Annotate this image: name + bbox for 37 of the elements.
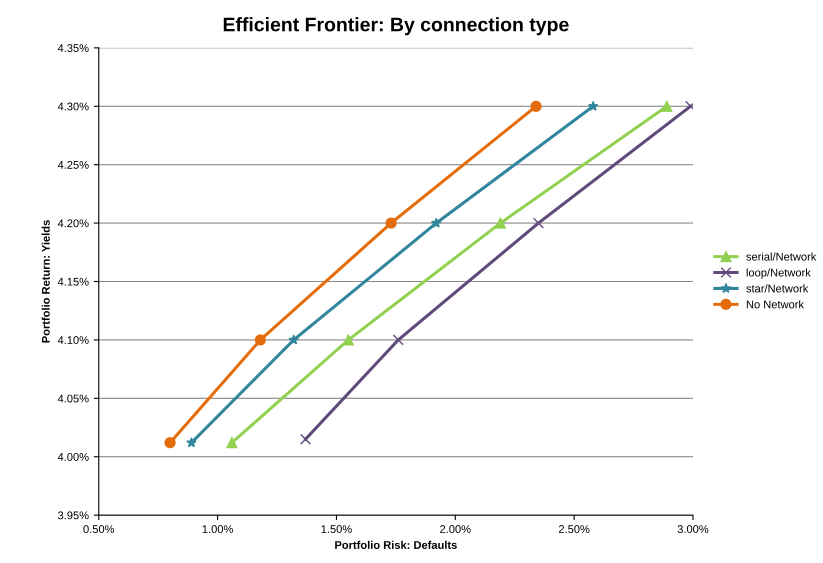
point bbox=[532, 218, 544, 229]
legend-label: serial/Network bbox=[746, 252, 816, 261]
point bbox=[494, 218, 506, 229]
x-axis-title: Portfolio Risk: Defaults bbox=[335, 540, 457, 549]
y-tick-label: 4.00% bbox=[58, 453, 89, 461]
y-tick-label: 4.25% bbox=[58, 160, 89, 169]
point bbox=[392, 334, 404, 346]
x-tick-label: 0.50% bbox=[83, 525, 114, 534]
y-tick-label: 4.35% bbox=[58, 44, 89, 52]
point bbox=[288, 334, 299, 345]
point bbox=[530, 100, 542, 112]
y-tick-label: 4.30% bbox=[58, 102, 89, 110]
legend-label: No Network bbox=[746, 300, 804, 308]
point bbox=[588, 100, 598, 111]
y-tick-label: 4.05% bbox=[58, 394, 89, 402]
y-tick-label: 4.20% bbox=[58, 219, 89, 228]
point bbox=[186, 437, 197, 448]
x-tick-label: 2.50% bbox=[558, 525, 590, 534]
point bbox=[226, 437, 238, 448]
point bbox=[254, 334, 266, 346]
legend-label: star/Network bbox=[746, 284, 808, 292]
legend-label: loop/Network bbox=[746, 268, 811, 279]
chart-title: Efficient Frontier: By connection type bbox=[224, 17, 569, 36]
x-tick-label: 3.00% bbox=[678, 525, 708, 534]
y-tick-label: 3.95% bbox=[58, 511, 89, 520]
y-tick-label: 4.10% bbox=[58, 336, 89, 344]
x-tick-label: 1.00% bbox=[202, 525, 233, 534]
point bbox=[164, 437, 176, 448]
point bbox=[661, 100, 672, 112]
y-tick-label: 4.15% bbox=[58, 278, 89, 286]
y-axis-title: Portfolio Return: Yields bbox=[42, 220, 50, 342]
point bbox=[342, 334, 354, 346]
x-tick-label: 1.50% bbox=[322, 525, 352, 534]
point bbox=[300, 434, 312, 445]
x-tick-label: 2.00% bbox=[440, 525, 471, 534]
point bbox=[386, 218, 397, 229]
point bbox=[430, 218, 442, 228]
